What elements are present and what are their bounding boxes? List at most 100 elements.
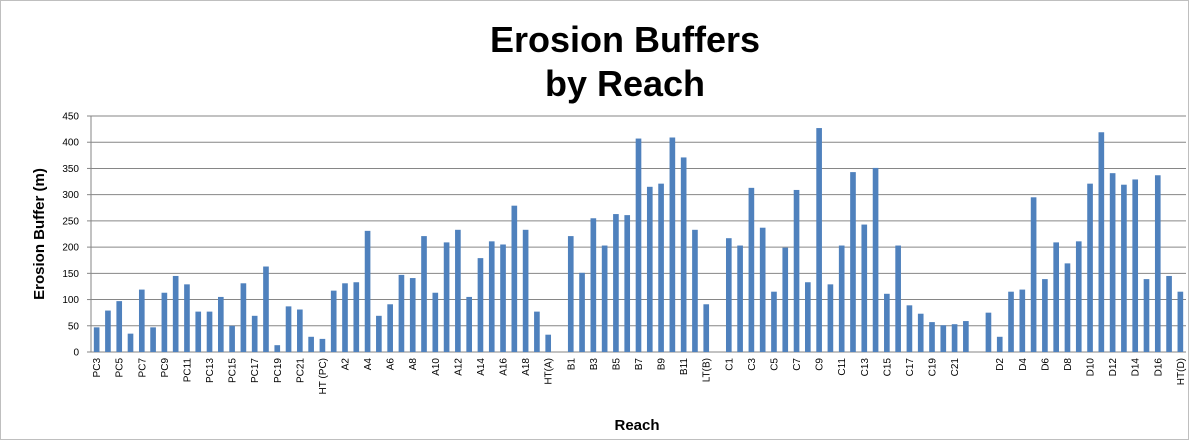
x-tick-label: PC7 [137, 358, 148, 378]
y-tick-label: 150 [62, 269, 79, 280]
bar [725, 238, 732, 352]
bar [466, 296, 472, 352]
bar [161, 292, 168, 352]
bar [263, 266, 269, 352]
bar [172, 275, 179, 352]
bar [680, 157, 687, 352]
bar [1087, 183, 1093, 352]
x-tick-label: D10 [1086, 358, 1097, 377]
bar [206, 311, 213, 352]
bar [240, 283, 247, 352]
bar [658, 183, 664, 352]
bar [443, 242, 450, 352]
bar [545, 334, 552, 352]
bar [1019, 289, 1026, 352]
bar [872, 167, 879, 352]
x-tick-label: D14 [1131, 358, 1142, 377]
bar [511, 205, 518, 352]
x-tick-label: PC3 [92, 358, 103, 378]
bar [963, 321, 969, 352]
bar [116, 301, 123, 352]
bar [1075, 241, 1082, 352]
bar [895, 245, 901, 352]
bar [93, 327, 100, 352]
bar [782, 247, 789, 352]
bar [522, 229, 529, 352]
bar [996, 336, 1003, 352]
bar [342, 283, 348, 352]
x-tick-label: D6 [1040, 358, 1051, 371]
x-axis-label: Reach [614, 417, 659, 434]
y-tick-label: 250 [62, 216, 79, 227]
x-tick-label: B7 [634, 358, 645, 371]
bar [477, 258, 484, 352]
chart-title: Erosion Buffers by Reach [489, 19, 761, 104]
x-tick-label: B9 [657, 358, 668, 371]
y-tick-label: 50 [68, 321, 80, 332]
bar [1064, 263, 1071, 352]
bar [1008, 291, 1014, 352]
bar [297, 309, 303, 352]
bar [127, 333, 134, 352]
x-tick-label: D2 [995, 358, 1006, 371]
bar [387, 304, 393, 352]
x-tick-label: PC13 [205, 358, 216, 383]
bar [1143, 279, 1150, 352]
bar [1132, 179, 1139, 352]
x-tick-label: PC15 [228, 358, 239, 383]
x-tick-label: B3 [589, 358, 600, 371]
x-tick-label: D12 [1108, 358, 1119, 377]
x-tick-label: HT (PC) [318, 358, 329, 394]
bar [150, 327, 156, 352]
y-tick-label: 400 [62, 138, 79, 149]
x-tick-label: D16 [1153, 358, 1164, 377]
y-axis-label: Erosion Buffer (m) [31, 168, 48, 300]
bar [421, 236, 427, 352]
y-tick-label: 300 [62, 190, 79, 201]
y-tick-label: 350 [62, 164, 79, 175]
x-tick-label: PC17 [250, 358, 261, 383]
bar [816, 128, 822, 352]
bar [884, 293, 890, 352]
x-tick-label: A4 [363, 358, 374, 371]
bar [567, 236, 574, 352]
bar [534, 311, 540, 352]
bar [1166, 275, 1172, 352]
bar [703, 304, 710, 352]
x-tick-label: C11 [837, 358, 848, 376]
x-tick-label: LT(B) [702, 358, 713, 382]
bar [985, 312, 992, 352]
bar [488, 241, 495, 352]
x-tick-label: PC11 [182, 358, 193, 383]
bar [579, 272, 585, 352]
x-tick-label: PC21 [295, 358, 306, 383]
x-tick-label: C5 [769, 358, 780, 371]
y-tick-label: 200 [62, 243, 79, 254]
bar [184, 284, 190, 352]
bar [669, 137, 676, 352]
bar [737, 245, 743, 352]
x-tick-label: A16 [499, 358, 510, 376]
x-tick-label: D4 [1018, 358, 1029, 371]
x-tick-label: HT(D) [1176, 358, 1187, 385]
bar [613, 214, 619, 352]
bar [1053, 242, 1060, 352]
bar [827, 284, 834, 352]
bar [319, 338, 326, 352]
x-tick-label: C17 [905, 358, 916, 377]
bar [398, 274, 405, 352]
bar [861, 224, 868, 352]
x-tick-label: C1 [724, 358, 735, 371]
bar [940, 325, 947, 352]
x-tick-label: C13 [860, 358, 871, 377]
x-tick-label: A14 [476, 358, 487, 376]
x-tick-label: C7 [792, 358, 803, 371]
bar [1098, 132, 1105, 352]
bar [805, 282, 811, 352]
bar [353, 282, 360, 352]
x-tick-label: A2 [340, 358, 351, 371]
bar [285, 306, 292, 352]
y-tick-label: 100 [62, 295, 79, 306]
